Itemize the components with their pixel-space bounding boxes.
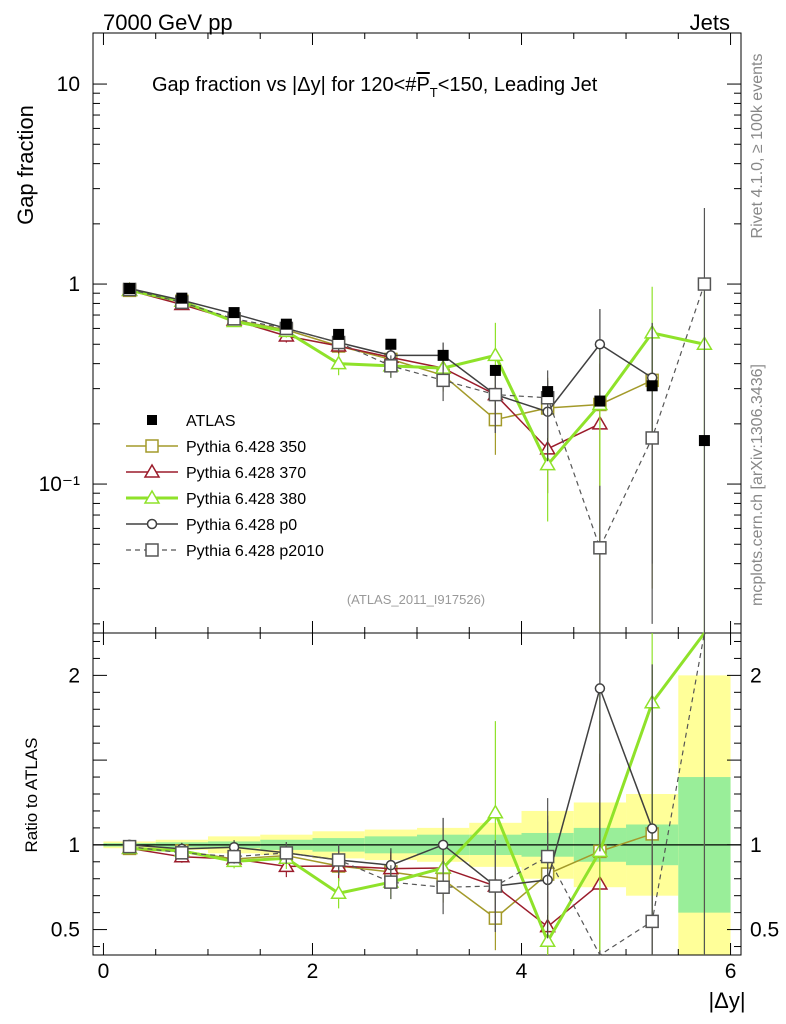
analysis-watermark: (ATLAS_2011_I917526)	[347, 592, 485, 607]
marker-triangle	[487, 346, 504, 362]
atlas-point	[385, 338, 397, 350]
ratio-tick-label-right: 0.5	[750, 919, 779, 942]
rivet-version-label: Rivet 4.1.0, ≥ 100k events	[749, 54, 766, 239]
series-atlas	[124, 283, 710, 447]
x-tick-label: 4	[516, 960, 528, 983]
y-tick-label: 10⁻¹	[39, 473, 80, 496]
marker-square	[436, 373, 450, 388]
legend-label: Pythia 6.428 p0	[186, 517, 297, 534]
energy-label: 7000 GeV pp	[103, 10, 233, 35]
x-tick-label: 0	[98, 960, 110, 983]
ratio-series-line	[129, 847, 601, 928]
atlas-point	[124, 283, 136, 295]
y-tick-label: 10	[57, 73, 80, 96]
marker-circle	[146, 518, 158, 530]
data-series	[121, 208, 713, 956]
ratio-series-line	[129, 632, 706, 956]
marker-square	[384, 875, 398, 889]
marker-triangle	[539, 456, 556, 471]
marker-square	[227, 849, 241, 864]
marker-square	[593, 541, 607, 555]
atlas-point	[646, 380, 658, 392]
atlas-point	[228, 307, 240, 319]
marker-square	[122, 839, 137, 854]
ratio-tick-label-left: 0.5	[51, 919, 80, 942]
marker-circle	[594, 339, 606, 350]
marker-triangle	[143, 463, 161, 478]
marker-square	[331, 853, 346, 867]
atlas-point	[542, 386, 554, 398]
marker-square	[488, 387, 503, 402]
marker-circle	[437, 839, 449, 851]
atlas-point	[280, 318, 292, 330]
marker-triangle	[143, 489, 161, 504]
marker-square	[384, 359, 398, 373]
marker-square	[145, 543, 159, 557]
legend-marker-atlas	[147, 415, 157, 425]
atlas-point	[698, 435, 710, 447]
marker-square	[488, 879, 503, 893]
legend-label: Pythia 6.428 370	[186, 465, 306, 482]
x-tick-label: 6	[725, 960, 737, 983]
marker-square	[645, 431, 659, 445]
legend-label-atlas: ATLAS	[186, 413, 236, 430]
legend-label: Pythia 6.428 350	[186, 439, 306, 456]
marker-square	[145, 439, 159, 453]
process-label: Jets	[690, 10, 730, 35]
marker-square	[279, 846, 294, 860]
marker-square	[436, 880, 450, 894]
atlas-point	[489, 364, 501, 376]
marker-square	[540, 849, 555, 864]
ratio-tick-label-right: 2	[750, 664, 762, 687]
series-line	[129, 288, 705, 468]
marker-circle	[646, 823, 658, 834]
marker-triangle	[487, 804, 504, 819]
marker-square	[645, 914, 659, 929]
marker-triangle	[330, 355, 347, 370]
y-tick-label: 1	[68, 273, 80, 296]
atlas-point	[437, 349, 449, 361]
series-line	[129, 283, 705, 550]
atlas-point	[333, 328, 345, 340]
marker-square	[175, 846, 189, 860]
marker-triangle	[330, 884, 347, 900]
marker-triangle	[539, 932, 556, 948]
legend-label: Pythia 6.428 380	[186, 491, 306, 508]
chart-title: Gap fraction vs |Δy| for 120<#PT<150, Le…	[152, 74, 598, 100]
ratio-series-line	[129, 632, 706, 945]
x-tick-label: 2	[307, 960, 319, 983]
ratio-tick-label-right: 1	[750, 834, 762, 857]
mcplots-source-label: mcplots.cern.ch [arXiv:1306.3436]	[749, 364, 766, 606]
axes-and-ticks: 0 2 4 6 10 1 10⁻¹ 2 2 1 1 0.5 0.5	[39, 32, 779, 983]
marker-circle	[594, 683, 606, 694]
ratio-uncertainty-bands	[103, 675, 731, 955]
y-axis-label: Gap fraction	[13, 105, 38, 225]
marker-square	[697, 277, 712, 291]
ratio-tick-label-left: 2	[68, 664, 80, 687]
legend-label: Pythia 6.428 p2010	[186, 543, 324, 560]
atlas-point	[176, 292, 188, 304]
atlas-point	[594, 395, 606, 407]
ratio-y-axis-label: Ratio to ATLAS	[22, 738, 41, 853]
x-axis-label: |Δy|	[708, 988, 745, 1013]
legend: ATLAS Pythia 6.428 350 Pythia 6.428 370 Pyt…	[126, 413, 324, 560]
ratio-tick-label-left: 1	[68, 834, 80, 857]
